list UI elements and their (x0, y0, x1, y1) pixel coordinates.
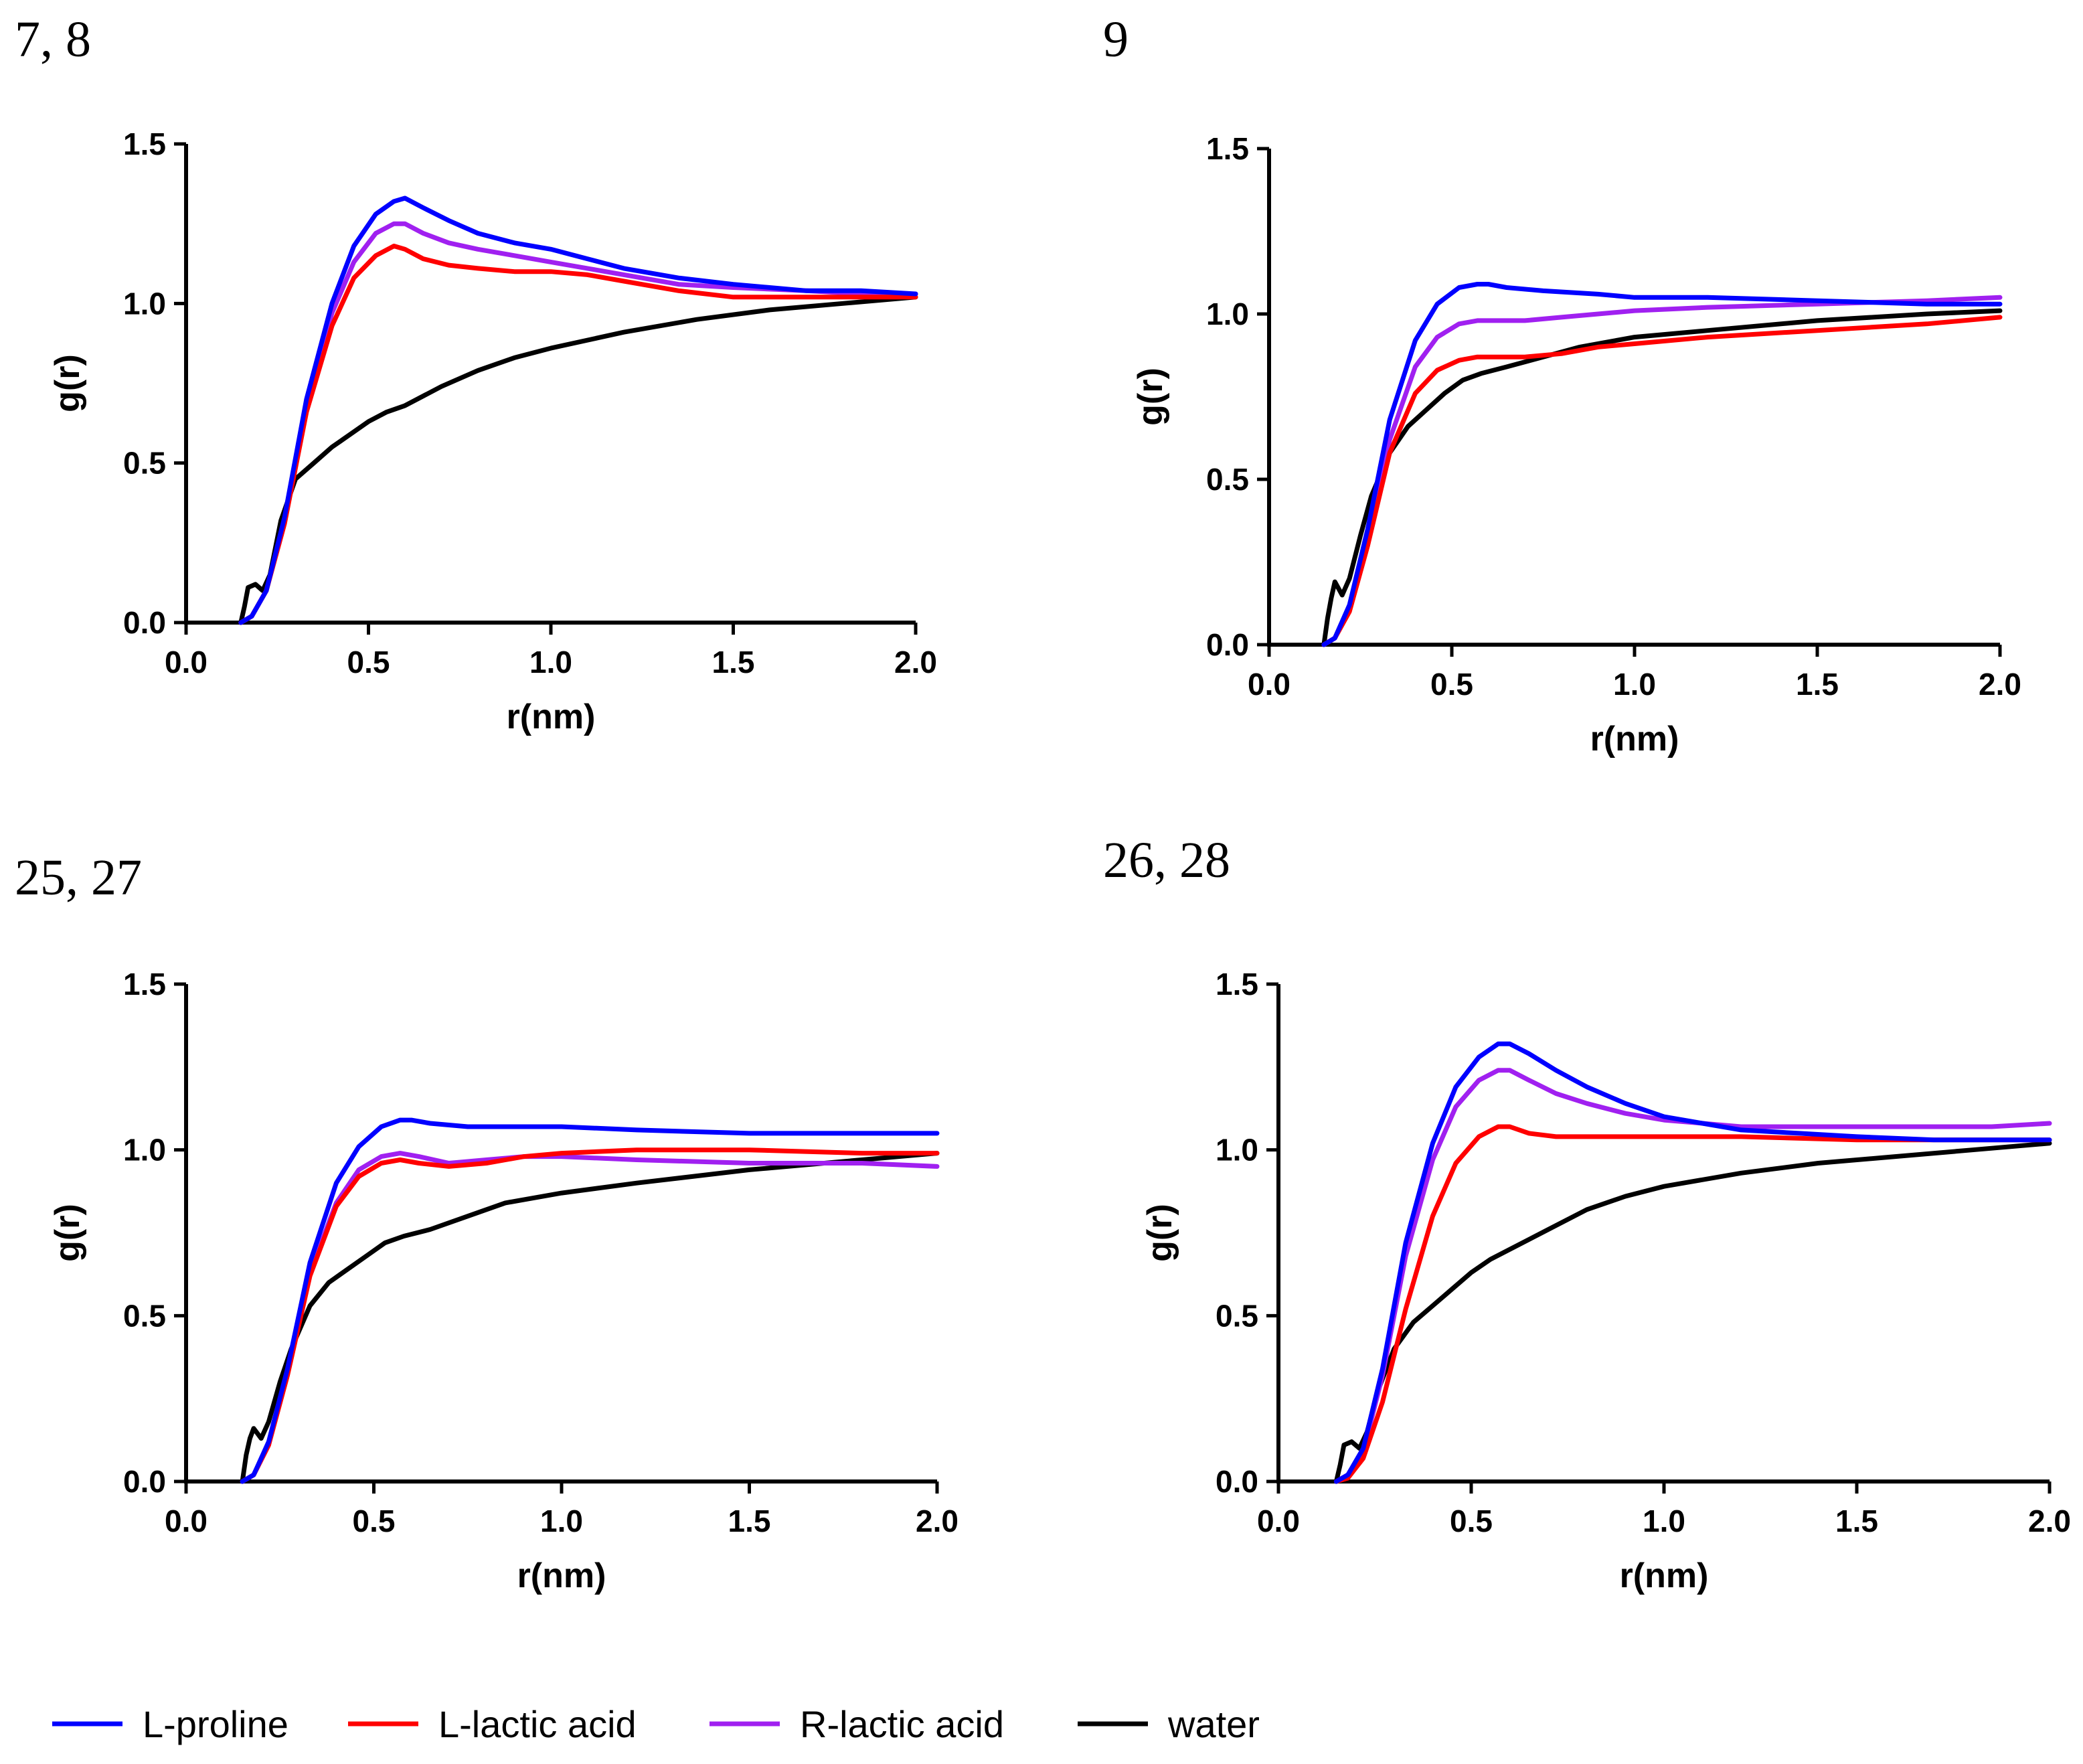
legend-item: L-proline (52, 1703, 288, 1745)
x-tick-label: 0.0 (165, 645, 207, 679)
x-tick-label: 0.5 (1430, 667, 1473, 702)
series-line-water (1321, 308, 2003, 647)
legend: L-proline L-lactic acid R-lactic acid water (52, 1703, 1260, 1745)
x-tick-label: 1.5 (728, 1504, 771, 1538)
x-axis-title: r(nm) (507, 698, 596, 736)
y-tick-label: 0.0 (123, 1464, 166, 1499)
x-axis-title: r(nm) (1590, 720, 1679, 758)
legend-item: R-lactic acid (710, 1703, 1004, 1745)
y-tick-label: 1.0 (123, 286, 166, 321)
y-tick-label: 1.0 (123, 1133, 166, 1168)
series-line-water (238, 295, 918, 625)
y-axis-title: g(r) (48, 1204, 87, 1262)
panel-label: 9 (1103, 11, 1129, 68)
series-line-l-lactic-acid (1333, 1124, 2052, 1484)
panel-label: 7, 8 (15, 11, 91, 68)
x-tick-label: 1.5 (1835, 1504, 1878, 1538)
legend-label: water (1167, 1703, 1260, 1745)
y-tick-label: 0.0 (1216, 1464, 1258, 1499)
x-tick-label: 0.5 (353, 1504, 396, 1538)
y-tick-label: 1.5 (123, 967, 166, 1001)
y-tick-label: 0.5 (1216, 1298, 1258, 1333)
x-tick-label: 0.0 (1257, 1504, 1300, 1538)
legend-label: R-lactic acid (800, 1703, 1004, 1745)
y-axis-title: g(r) (1131, 368, 1170, 426)
y-tick-label: 1.5 (1216, 967, 1258, 1001)
x-tick-label: 1.0 (1613, 667, 1656, 702)
y-tick-label: 0.0 (123, 605, 166, 640)
y-tick-label: 1.5 (1206, 131, 1249, 166)
x-tick-label: 2.0 (1979, 667, 2021, 702)
x-axis-title: r(nm) (1620, 1556, 1709, 1595)
y-axis-title: g(r) (48, 354, 87, 412)
x-tick-label: 1.0 (529, 645, 572, 679)
panels: 7, 8 0.0 0.5 1.0 1.5 2.0 0.0 0.5 1.0 1.5 r(nm) g(r)… (15, 11, 2071, 1595)
panel-label: 26, 28 (1103, 832, 1230, 888)
x-tick-label: 1.0 (540, 1504, 583, 1538)
y-tick-label: 1.5 (123, 127, 166, 161)
y-tick-label: 1.0 (1216, 1133, 1258, 1168)
y-axis-title: g(r) (1141, 1204, 1179, 1262)
x-tick-label: 2.0 (2028, 1504, 2071, 1538)
series-line-l-proline (240, 1117, 940, 1484)
series-line-water (1333, 1141, 2052, 1484)
x-tick-label: 0.5 (1450, 1504, 1493, 1538)
x-tick-label: 1.0 (1643, 1504, 1685, 1538)
x-tick-label: 0.5 (347, 645, 390, 679)
x-axis-title: r(nm) (517, 1556, 606, 1595)
legend-item: water (1078, 1703, 1260, 1745)
y-tick-label: 0.0 (1206, 627, 1249, 662)
series-line-water (240, 1151, 940, 1484)
y-tick-label: 0.5 (123, 446, 166, 481)
y-tick-label: 0.5 (1206, 462, 1249, 497)
chart-panel-1: 7, 8 0.0 0.5 1.0 1.5 2.0 0.0 0.5 1.0 1.5 r(nm) g(r) (15, 11, 937, 736)
chart-panel-3: 25, 27 0.0 0.5 1.0 1.5 2.0 0.0 0.5 1.0 1.5 r(nm) g(… (15, 850, 959, 1595)
chart-panel-2: 9 0.0 0.5 1.0 1.5 2.0 0.0 0.5 1.0 1.5 r(nm) g(r) (1103, 11, 2021, 758)
panel-label: 25, 27 (15, 850, 142, 906)
y-tick-label: 0.5 (123, 1298, 166, 1333)
series-line-l-lactic-acid (1321, 315, 2003, 647)
y-tick-label: 1.0 (1206, 297, 1249, 331)
x-tick-label: 0.0 (1248, 667, 1290, 702)
x-tick-label: 1.5 (1796, 667, 1839, 702)
legend-item: L-lactic acid (348, 1703, 637, 1745)
legend-label: L-lactic acid (438, 1703, 637, 1745)
x-tick-label: 1.5 (712, 645, 755, 679)
series-line-l-proline (1333, 1041, 2052, 1484)
x-tick-label: 0.0 (165, 1504, 207, 1538)
series-line-l-proline (1321, 282, 2003, 647)
legend-label: L-proline (143, 1703, 288, 1745)
series-line-l-proline (238, 195, 918, 625)
chart-panel-4: 26, 28 0.0 0.5 1.0 1.5 2.0 0.0 0.5 1.0 1.5 r(nm) g(… (1103, 832, 2071, 1595)
x-tick-label: 2.0 (916, 1504, 959, 1538)
x-tick-label: 2.0 (894, 645, 937, 679)
